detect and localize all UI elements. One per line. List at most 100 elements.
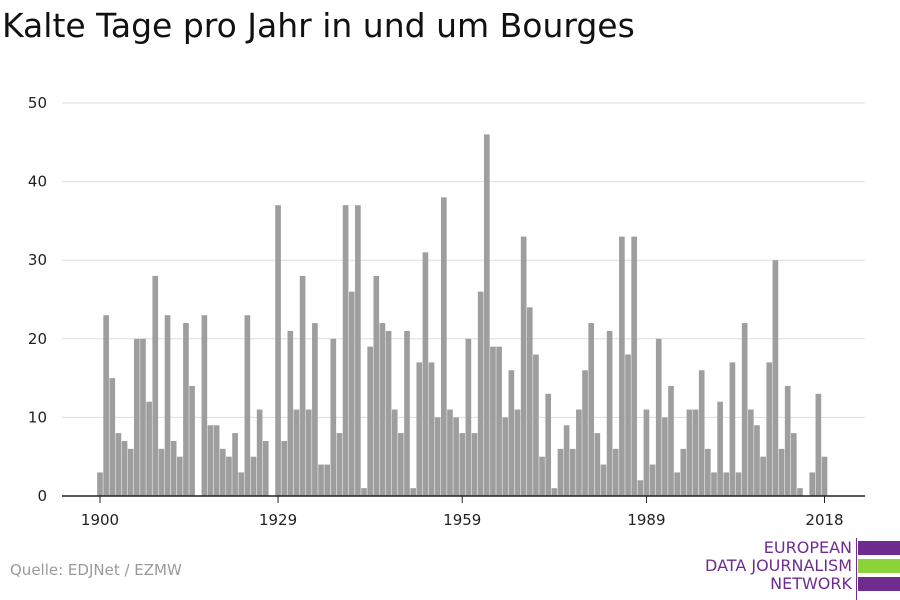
bar-1970 — [526, 307, 533, 496]
bar-2005 — [741, 323, 748, 496]
bar-1934 — [305, 409, 312, 496]
bar-1960 — [465, 338, 472, 496]
bar-1948 — [391, 409, 398, 496]
chart-title: Kalte Tage pro Jahr in und um Bourges — [2, 6, 635, 45]
bar-1947 — [385, 330, 392, 496]
bar-1980 — [588, 323, 595, 496]
bar-1914 — [183, 323, 189, 496]
bar-1961 — [471, 433, 478, 496]
bar-1996 — [686, 409, 693, 496]
bar-1968 — [514, 409, 521, 496]
bar-2014 — [797, 488, 803, 496]
bar-1936 — [318, 464, 324, 496]
bar-2000 — [711, 472, 717, 496]
bar-1993 — [668, 385, 674, 496]
bar-1923 — [238, 472, 245, 496]
logo-bar-3 — [858, 577, 900, 591]
bar-1938 — [330, 338, 337, 496]
bar-1940 — [342, 205, 349, 496]
bar-1966 — [502, 417, 509, 496]
bar-1979 — [582, 370, 588, 496]
bar-1924 — [244, 315, 251, 496]
bar-1917 — [201, 315, 208, 496]
bar-1958 — [453, 417, 459, 496]
bar-1957 — [447, 409, 453, 496]
bar-1988 — [637, 480, 644, 496]
bar-1935 — [312, 323, 318, 496]
bar-2001 — [717, 401, 723, 496]
bar-1932 — [293, 409, 300, 496]
bar-1982 — [600, 464, 607, 496]
logo-line-1: EUROPEAN — [763, 538, 852, 557]
bar-1930 — [281, 440, 288, 496]
bar-1925 — [250, 456, 257, 496]
bar-1944 — [367, 346, 373, 496]
bars — [97, 134, 828, 496]
bar-1990 — [649, 464, 656, 496]
y-tick-label-50: 50 — [28, 94, 47, 112]
bar-1913 — [176, 456, 183, 496]
bar-1984 — [612, 448, 619, 496]
bar-1971 — [533, 354, 539, 496]
bar-1976 — [563, 425, 570, 496]
bar-1956 — [441, 197, 447, 496]
bar-1945 — [373, 275, 380, 496]
y-tick-label-30: 30 — [28, 251, 47, 269]
bar-1955 — [434, 417, 441, 496]
bar-1905 — [127, 448, 134, 496]
bar-2011 — [778, 448, 785, 496]
bar-2009 — [766, 362, 773, 496]
bar-1939 — [336, 433, 343, 496]
x-tick-label-1929: 1929 — [259, 511, 297, 529]
bar-1949 — [398, 433, 404, 496]
bar-1952 — [416, 362, 423, 496]
bar-2004 — [735, 472, 742, 496]
bar-1973 — [545, 393, 552, 496]
bar-1919 — [213, 425, 220, 496]
bar-1962 — [477, 291, 484, 496]
bar-1903 — [115, 433, 122, 496]
bar-1983 — [606, 330, 613, 496]
bar-1922 — [232, 433, 238, 496]
bar-1995 — [680, 448, 687, 496]
bar-1926 — [256, 409, 263, 496]
bar-1942 — [355, 205, 361, 496]
bar-1908 — [146, 401, 152, 496]
bar-1977 — [569, 448, 576, 496]
bar-2012 — [784, 385, 791, 496]
bar-1902 — [109, 378, 116, 496]
bar-1965 — [496, 346, 502, 496]
bar-1954 — [428, 362, 435, 496]
bar-1967 — [508, 370, 515, 496]
bar-1975 — [557, 448, 564, 496]
bar-1959 — [459, 433, 466, 496]
bar-1964 — [490, 346, 496, 496]
x-tick-label-1959: 1959 — [443, 511, 481, 529]
x-tick-label-1900: 1900 — [81, 511, 119, 529]
bar-1989 — [643, 409, 650, 496]
logo-bar-1 — [858, 541, 900, 555]
bar-1991 — [655, 338, 662, 496]
bar-1946 — [379, 323, 386, 496]
bar-1904 — [121, 440, 128, 496]
bar-1912 — [170, 440, 177, 496]
bar-2003 — [729, 362, 736, 496]
bar-2017 — [815, 393, 822, 496]
bar-1994 — [674, 472, 680, 496]
bar-2016 — [809, 472, 816, 496]
bar-2002 — [723, 472, 730, 496]
bar-1972 — [539, 456, 545, 496]
bar-1911 — [164, 315, 171, 496]
bar-1915 — [189, 385, 195, 496]
bar-1906 — [134, 338, 140, 496]
bar-1969 — [520, 236, 527, 496]
bar-1985 — [619, 236, 625, 496]
bar-2018 — [821, 456, 828, 496]
edjnet-logo: EUROPEAN DATA JOURNALISM NETWORK — [705, 538, 900, 600]
bar-1974 — [551, 488, 558, 496]
bar-1907 — [140, 338, 146, 496]
bar-1921 — [226, 456, 232, 496]
x-axis — [62, 495, 865, 503]
bar-1937 — [324, 464, 330, 496]
logo-line-3: NETWORK — [770, 574, 852, 593]
